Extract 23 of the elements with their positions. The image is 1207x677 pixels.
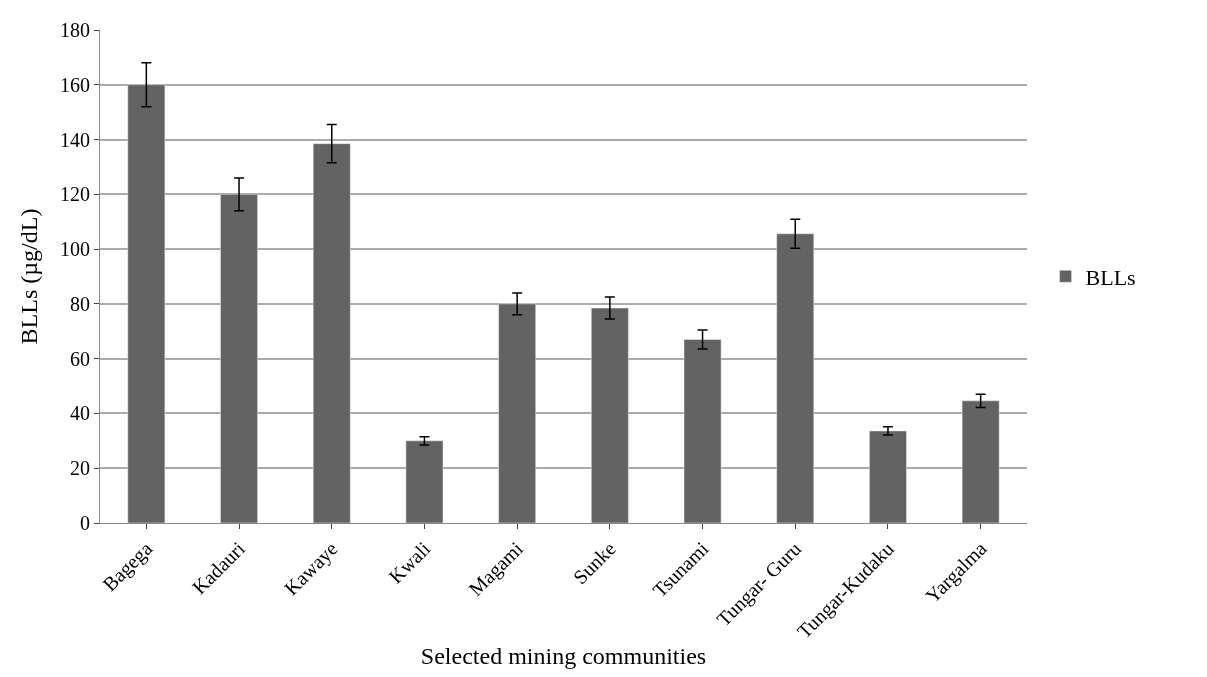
y-tick-label: 40 <box>70 402 90 425</box>
y-tick-label: 140 <box>60 128 90 151</box>
y-tick-label: 20 <box>70 457 90 480</box>
bar <box>498 303 536 523</box>
y-tick-label: 0 <box>80 512 90 534</box>
y-tick-label: 60 <box>70 347 90 370</box>
bar <box>127 84 166 523</box>
bar <box>312 143 351 523</box>
bar <box>683 339 722 523</box>
bar <box>961 400 1000 523</box>
legend-label: BLLs <box>1085 264 1136 290</box>
bar <box>405 440 444 523</box>
bar <box>591 307 629 523</box>
y-tick-label: 100 <box>60 238 90 261</box>
y-tick-label: 80 <box>70 292 90 315</box>
bar <box>869 430 907 523</box>
y-axis-title: BLLs (µg/dL) <box>16 208 43 345</box>
y-tick-label: 160 <box>60 73 90 96</box>
bar <box>220 194 258 523</box>
x-axis-title: Selected mining communities <box>420 643 707 670</box>
y-tick-label: 180 <box>60 19 90 41</box>
y-tick-label: 120 <box>60 183 90 206</box>
bar <box>776 233 815 523</box>
